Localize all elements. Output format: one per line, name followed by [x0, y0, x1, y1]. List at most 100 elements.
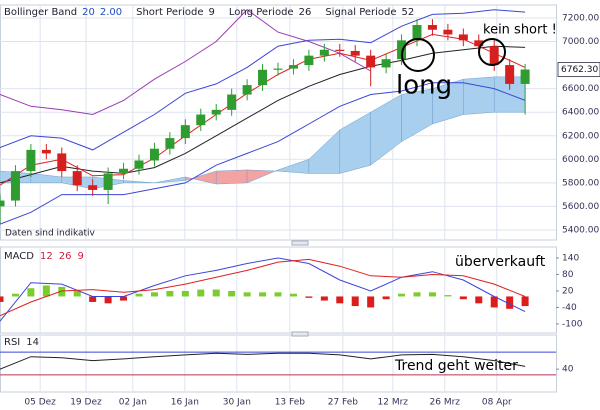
header-item: 26 — [59, 251, 72, 262]
histogram-bar — [27, 288, 35, 297]
x-tick-label: 05 Dez — [24, 398, 56, 408]
header: Bollinger Band 20 2.00 Short Periode 9 Long P… — [4, 7, 414, 18]
histogram-bar — [459, 296, 467, 300]
annotation-circle — [401, 38, 435, 72]
x-tick-label: 13 Feb — [275, 398, 306, 408]
candle-body — [505, 65, 515, 84]
candle-body — [227, 94, 237, 110]
histogram-bar — [228, 290, 236, 297]
panel-handle — [291, 331, 309, 337]
candle-body — [273, 68, 283, 70]
y-tick-label: 6400.00 — [562, 108, 599, 118]
histogram-bar — [351, 296, 359, 307]
candle-body — [443, 29, 453, 35]
histogram-bar — [413, 292, 421, 297]
candle-body — [0, 200, 5, 207]
candle-body — [366, 55, 376, 68]
histogram-bar — [89, 296, 97, 302]
y-tick-label: 5600.00 — [562, 202, 599, 212]
header-item: 52 — [402, 7, 415, 18]
candle-body — [57, 153, 67, 172]
histogram-bar — [521, 296, 529, 307]
y-tick-label: 6000.00 — [562, 155, 599, 165]
panel-frame — [0, 4, 557, 241]
header: RSI 14 — [4, 337, 39, 348]
header-item: Short Periode — [136, 7, 203, 18]
annotation: überverkauft — [455, 254, 546, 270]
candle-body — [381, 59, 391, 68]
histogram-bar — [428, 292, 436, 297]
histogram-bar — [274, 292, 282, 297]
candle-body — [180, 125, 190, 139]
overlay-line — [0, 45, 526, 184]
candle-body — [319, 49, 329, 56]
histogram-bar — [197, 289, 205, 297]
panel-handle — [291, 240, 309, 246]
y-tick-label: -40 — [562, 303, 577, 313]
y-tick-label: 6600.00 — [562, 84, 599, 94]
candle-body — [350, 50, 360, 56]
histogram-bar — [259, 292, 267, 297]
histogram-bar — [320, 296, 328, 301]
header-item: 14 — [26, 337, 39, 348]
histogram-bar — [0, 296, 4, 302]
header-item: 26 — [299, 7, 312, 18]
candle-body — [258, 69, 268, 86]
x-tick-label: 30 Jan — [223, 398, 251, 408]
header-item: Bollinger Band — [4, 7, 77, 18]
y-tick-label: 7200.00 — [562, 13, 599, 23]
histogram-bar — [120, 296, 128, 301]
candle-body — [134, 160, 144, 169]
y-tick-label: 140 — [562, 253, 579, 263]
candle-body — [72, 171, 82, 186]
header-item: 2.00 — [100, 7, 122, 18]
candle-body — [41, 149, 51, 154]
histogram-bar — [150, 292, 158, 297]
histogram-bar — [382, 296, 390, 300]
x-tick-label: 27 Feb — [328, 398, 359, 408]
candle-body — [242, 85, 252, 95]
candle-body — [427, 25, 437, 30]
overlay-line — [0, 82, 526, 225]
y-tick-label: 5400.00 — [562, 225, 599, 235]
header-item: MACD — [4, 251, 34, 262]
cloud-segment — [463, 76, 495, 115]
histogram-bar — [336, 296, 344, 304]
cloud-segment — [123, 180, 155, 184]
histogram-bar — [243, 292, 251, 297]
annotation: Daten sind indikativ — [5, 229, 96, 239]
x-tick-label: 16 Jan — [171, 398, 199, 408]
indicator-line — [0, 258, 526, 317]
annotation: Trend geht weiter — [394, 358, 518, 374]
cloud-segment — [215, 169, 248, 185]
overlay-line — [0, 9, 371, 116]
header-item: Signal Periode — [325, 7, 396, 18]
histogram-bar — [58, 286, 66, 297]
histogram-bar — [475, 296, 483, 304]
candle-body — [397, 40, 407, 60]
header-item: Long Periode — [229, 7, 294, 18]
candle-body — [458, 34, 468, 41]
histogram-bar — [506, 296, 514, 309]
x-tick-label: 12 Mrz — [378, 398, 409, 408]
candle-body — [103, 173, 113, 190]
candle-body — [10, 171, 20, 201]
histogram-bar — [490, 296, 498, 308]
histogram-bar — [104, 296, 112, 304]
panel-frame — [0, 334, 557, 393]
x-tick-label: 02 Jan — [119, 398, 147, 408]
histogram-bar — [11, 293, 19, 297]
candle-body — [165, 138, 175, 149]
histogram-bar — [73, 290, 81, 297]
y-tick-label: 6200.00 — [562, 131, 599, 141]
candle-body — [489, 46, 499, 66]
rsi-line — [0, 352, 526, 370]
y-tick-label: 40 — [562, 365, 574, 375]
candle-body — [288, 65, 298, 69]
candle-body — [88, 185, 98, 190]
annotation: kein short ! — [483, 23, 557, 38]
histogram-bar — [398, 293, 406, 297]
candle-body — [412, 25, 422, 41]
header-item: 9 — [77, 251, 83, 262]
